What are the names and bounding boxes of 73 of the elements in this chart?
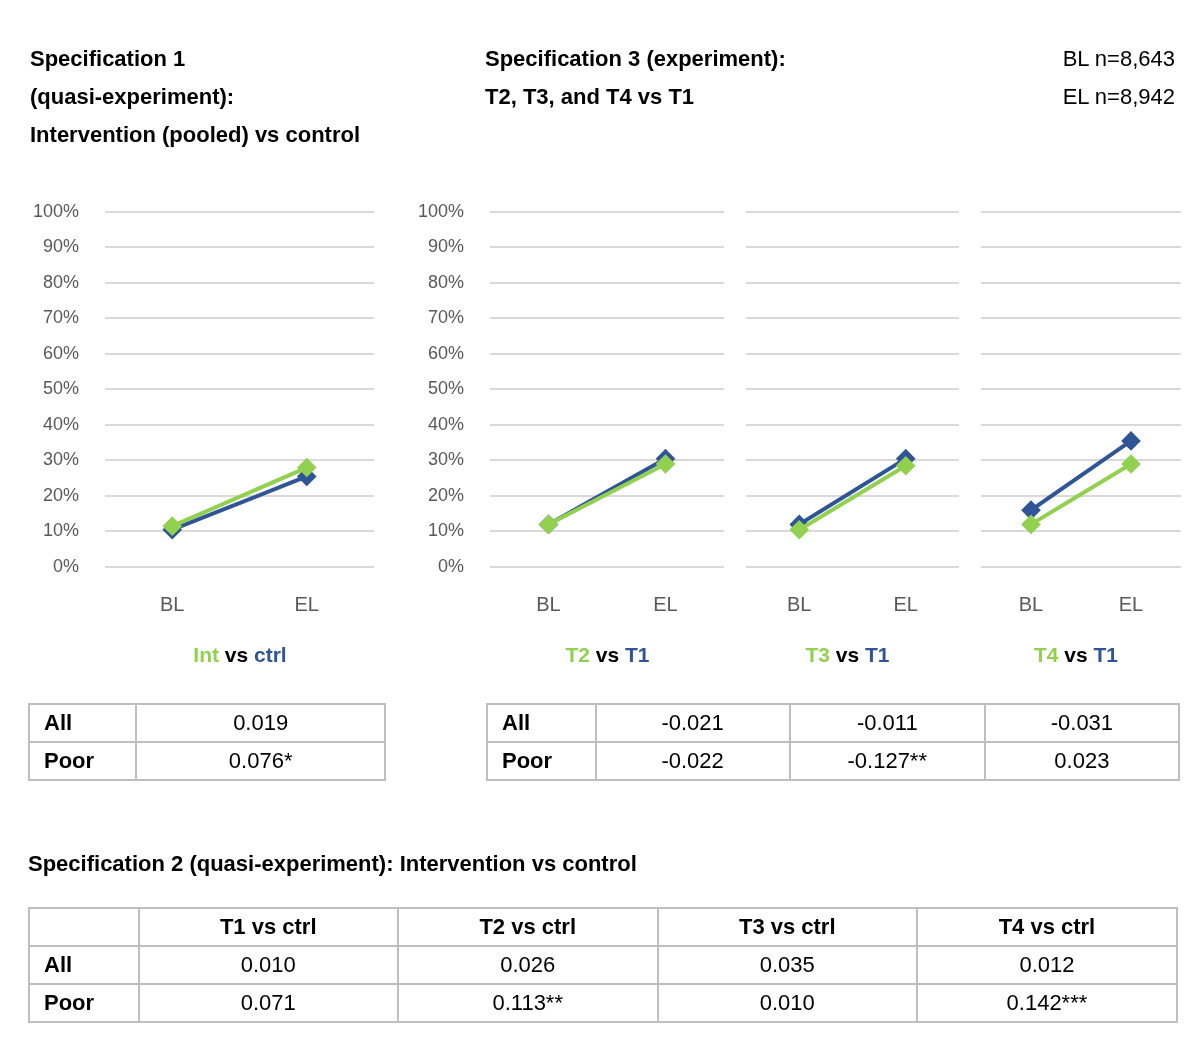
text: EL n=8,942 — [1061, 83, 1175, 111]
y-tick-label: 40% — [42, 413, 79, 434]
x-axis-title: vs — [1063, 643, 1089, 666]
category-label: Poor — [502, 748, 553, 773]
y-tick-label: 30% — [427, 449, 464, 470]
text: -0.022 — [661, 748, 724, 773]
x-axis-title: vs — [834, 643, 861, 666]
x-tick-label: EL — [653, 592, 678, 615]
category-label: All — [44, 952, 73, 977]
text: 0.010 — [240, 952, 296, 977]
text: -0.011 — [856, 710, 918, 735]
text: Specification 2 (quasi-experiment): Intervention vs control — [28, 850, 637, 878]
text: ctrl — [254, 643, 287, 666]
text: T2 — [565, 643, 590, 666]
y-tick-label: 40% — [427, 413, 464, 434]
text: T4 — [1033, 643, 1059, 666]
chart-title: Specification 3 (experiment): T2, T3, and T4 vs T1 — [485, 45, 786, 111]
y-tick-label: 70% — [427, 307, 464, 328]
y-tick-label: 50% — [427, 378, 464, 399]
y-tick-label: 0% — [52, 555, 79, 576]
category-label: Poor — [44, 748, 95, 773]
x-tick-label: EL — [893, 592, 918, 615]
category-label: Poor — [44, 990, 95, 1015]
chart-title: Specification 1 (quasi-experiment): Intervention (pooled) vs control — [30, 45, 361, 149]
x-tick-label: BL — [536, 592, 561, 615]
y-tick-label: 80% — [427, 271, 464, 292]
y-tick-label: 10% — [42, 520, 79, 541]
category-label: All — [44, 710, 73, 735]
y-tick-label: 0% — [437, 555, 464, 576]
category-label: T2 vs ctrl — [397, 908, 658, 946]
x-axis-title: vs — [223, 643, 250, 666]
y-tick-label: 30% — [42, 449, 79, 470]
text: -0.127** — [847, 748, 927, 773]
text: 0.026 — [500, 952, 556, 977]
text: 0.019 — [233, 710, 289, 735]
y-tick-label: 20% — [427, 484, 464, 505]
text: Int — [193, 643, 219, 666]
text: T1 — [625, 643, 650, 666]
y-tick-label: 90% — [42, 236, 79, 257]
text: 0.035 — [759, 952, 815, 977]
y-tick-label: 70% — [42, 307, 79, 328]
y-tick-label: 80% — [42, 271, 79, 292]
y-tick-label: 100% — [32, 200, 79, 221]
x-tick-label: BL — [160, 592, 185, 615]
y-tick-label: 90% — [427, 236, 464, 257]
y-tick-label: 100% — [417, 200, 464, 221]
text: -0.021 — [661, 710, 724, 735]
x-axis-title: vs — [594, 643, 621, 666]
text: BL n=8,643 — [1062, 46, 1175, 71]
text: -0.031 — [1050, 710, 1114, 735]
category-label: T4 vs ctrl — [916, 908, 1177, 946]
x-tick-label: EL — [1118, 592, 1144, 615]
y-tick-label: 60% — [42, 342, 79, 363]
category-label: T3 vs ctrl — [657, 908, 917, 946]
y-tick-label: 10% — [427, 520, 464, 541]
text: 0.012 — [1019, 952, 1075, 977]
category-label: All — [502, 710, 531, 735]
text: 0.142*** — [1006, 990, 1088, 1015]
y-tick-label: 60% — [427, 342, 464, 363]
x-tick-label: BL — [1018, 592, 1044, 615]
text: T1 — [865, 643, 890, 666]
y-tick-label: 50% — [42, 378, 79, 399]
category-label: T1 vs ctrl — [138, 908, 398, 946]
text: T3 — [805, 643, 830, 666]
x-tick-label: EL — [294, 592, 319, 615]
text: T1 — [1093, 643, 1119, 666]
text: 0.010 — [759, 990, 815, 1015]
text: 0.076* — [228, 748, 293, 773]
text: 0.113** — [492, 990, 563, 1015]
y-tick-label: 20% — [42, 484, 79, 505]
text: 0.023 — [1054, 748, 1110, 773]
x-tick-label: BL — [787, 592, 812, 615]
text: 0.071 — [240, 990, 296, 1015]
